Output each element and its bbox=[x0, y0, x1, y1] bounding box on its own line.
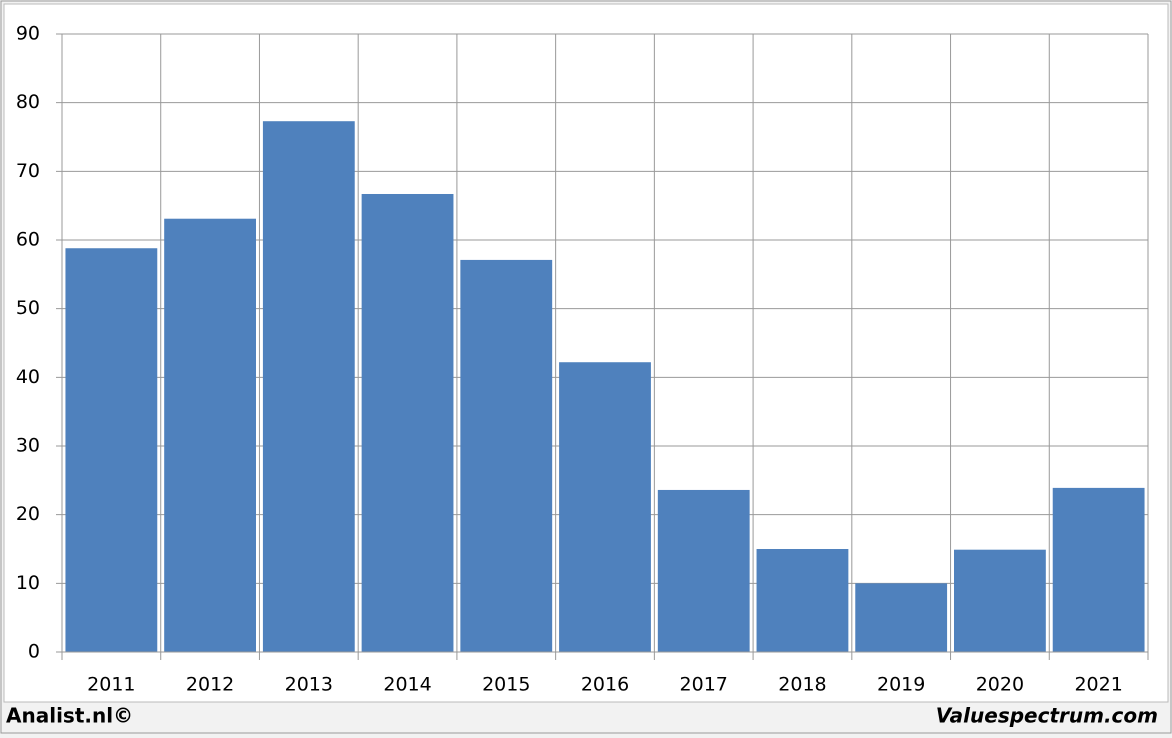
x-tick-label: 2021 bbox=[1074, 674, 1122, 696]
y-tick-label: 40 bbox=[16, 366, 40, 388]
bar bbox=[262, 121, 355, 652]
y-tick-label: 90 bbox=[16, 23, 40, 45]
x-tick-label: 2018 bbox=[778, 674, 826, 696]
bar bbox=[164, 218, 256, 653]
y-tick-label: 70 bbox=[16, 160, 40, 182]
bar bbox=[657, 489, 750, 652]
bar bbox=[855, 583, 948, 652]
x-tick-label: 2020 bbox=[976, 674, 1024, 696]
y-tick-label: 0 bbox=[28, 641, 40, 663]
bar bbox=[65, 248, 158, 653]
x-tick-label: 2013 bbox=[285, 674, 333, 696]
bar bbox=[1052, 487, 1145, 652]
bar bbox=[361, 193, 454, 652]
x-tick-label: 2016 bbox=[581, 674, 629, 696]
y-tick-label: 10 bbox=[16, 572, 40, 594]
x-tick-label: 2015 bbox=[482, 674, 530, 696]
footer-right: Valuespectrum.com bbox=[936, 704, 1158, 728]
y-tick-label: 80 bbox=[16, 91, 40, 113]
y-tick-label: 20 bbox=[16, 503, 40, 525]
x-tick-label: 2011 bbox=[87, 674, 135, 696]
bar bbox=[954, 549, 1046, 652]
y-tick-label: 30 bbox=[16, 435, 40, 457]
x-tick-label: 2017 bbox=[680, 674, 728, 696]
x-tick-label: 2019 bbox=[877, 674, 925, 696]
bar bbox=[559, 362, 651, 652]
y-tick-label: 50 bbox=[16, 297, 40, 319]
y-tick-label: 60 bbox=[16, 229, 40, 251]
bar bbox=[460, 259, 553, 652]
x-tick-label: 2014 bbox=[383, 674, 431, 696]
x-tick-label: 2012 bbox=[186, 674, 234, 696]
footer-left: Analist.nl© bbox=[6, 704, 133, 728]
bar bbox=[756, 549, 849, 652]
